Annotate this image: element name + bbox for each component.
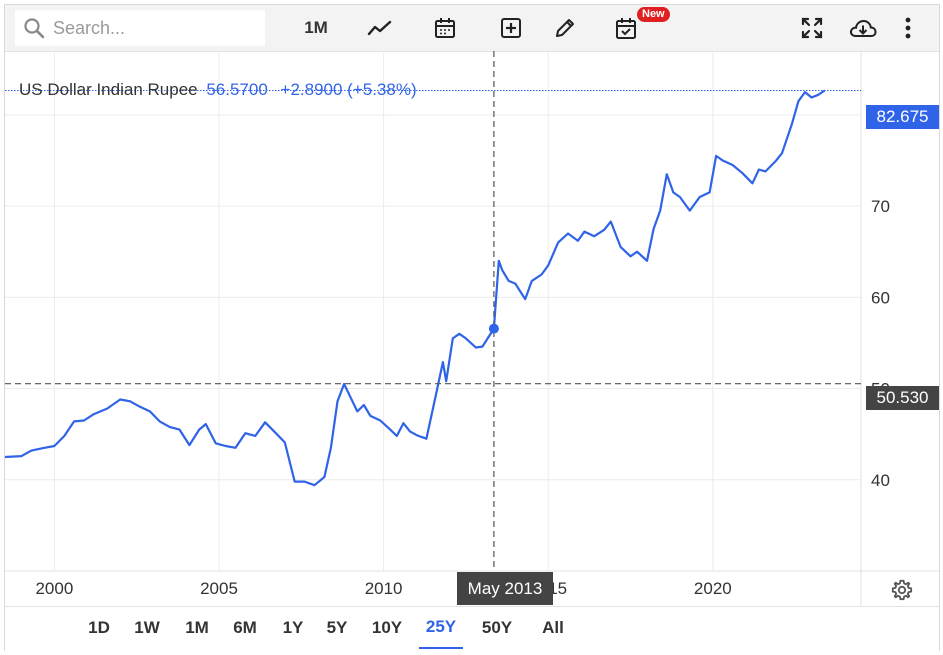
fullscreen-button[interactable] bbox=[791, 11, 833, 45]
calendar-new-button[interactable] bbox=[605, 11, 647, 45]
range-button-all[interactable]: All bbox=[542, 618, 564, 637]
y-tick-label: 60 bbox=[871, 288, 890, 307]
draw-button[interactable] bbox=[544, 11, 586, 45]
gear-icon bbox=[891, 579, 913, 601]
range-button-25y[interactable]: 25Y bbox=[419, 607, 463, 649]
crosshair-date-tag: May 2013 bbox=[457, 572, 553, 605]
period-selector-button[interactable]: 1M bbox=[304, 18, 328, 37]
new-badge: New bbox=[637, 7, 670, 22]
toolbar: 1M bbox=[5, 5, 939, 52]
add-indicator-button[interactable] bbox=[490, 11, 532, 45]
instrument-name: US Dollar Indian Rupee bbox=[19, 80, 198, 99]
range-button-1d[interactable]: 1D bbox=[88, 618, 110, 637]
crosshair-price-tag: 50.530 bbox=[866, 386, 939, 410]
range-button-5y[interactable]: 5Y bbox=[326, 618, 348, 637]
fullscreen-icon bbox=[801, 17, 823, 39]
x-tick-label: 2010 bbox=[365, 579, 403, 598]
instrument-change: +2.8900 (+5.38%) bbox=[280, 80, 417, 99]
last-price-tag: 82.675 bbox=[866, 105, 939, 129]
range-button-1m[interactable]: 1M bbox=[185, 618, 209, 637]
range-button-10y[interactable]: 10Y bbox=[371, 618, 403, 637]
more-vertical-icon bbox=[905, 17, 911, 39]
range-button-1y[interactable]: 1Y bbox=[282, 618, 304, 637]
crosshair-point bbox=[488, 323, 499, 334]
y-tick-label: 40 bbox=[871, 471, 890, 490]
calendar-icon bbox=[435, 18, 455, 38]
range-selector: 1D 1W 1M 6M 1Y 5Y 10Y 25Y 50Y All bbox=[5, 606, 939, 651]
search-input[interactable] bbox=[51, 16, 255, 40]
search-icon bbox=[24, 18, 45, 39]
instrument-value: 56.5700 bbox=[206, 80, 268, 99]
range-button-1w[interactable]: 1W bbox=[134, 618, 160, 637]
more-options-button[interactable] bbox=[893, 11, 923, 45]
calendar-check-icon bbox=[616, 18, 636, 39]
series-line bbox=[5, 89, 826, 487]
search-box[interactable] bbox=[15, 10, 265, 46]
settings-button[interactable] bbox=[891, 579, 913, 606]
plus-box-icon bbox=[501, 18, 521, 38]
range-button-50y[interactable]: 50Y bbox=[481, 618, 513, 637]
price-chart[interactable]: 20002005201020152020 4050607080 bbox=[5, 51, 939, 606]
line-chart-icon bbox=[367, 20, 392, 36]
events-button[interactable] bbox=[424, 11, 466, 45]
chart-area[interactable]: 20002005201020152020 4050607080 US Dolla… bbox=[5, 51, 939, 606]
instrument-summary: US Dollar Indian Rupee 56.5700 +2.8900 (… bbox=[19, 80, 417, 100]
x-tick-label: 2005 bbox=[200, 579, 238, 598]
y-tick-label: 70 bbox=[871, 197, 890, 216]
cloud-download-icon bbox=[849, 19, 877, 37]
x-tick-label: 2020 bbox=[694, 579, 732, 598]
pencil-icon bbox=[556, 19, 574, 37]
chart-type-button[interactable] bbox=[359, 11, 401, 45]
download-button[interactable] bbox=[842, 11, 884, 45]
x-tick-label: 2000 bbox=[35, 579, 73, 598]
range-button-6m[interactable]: 6M bbox=[233, 618, 257, 637]
